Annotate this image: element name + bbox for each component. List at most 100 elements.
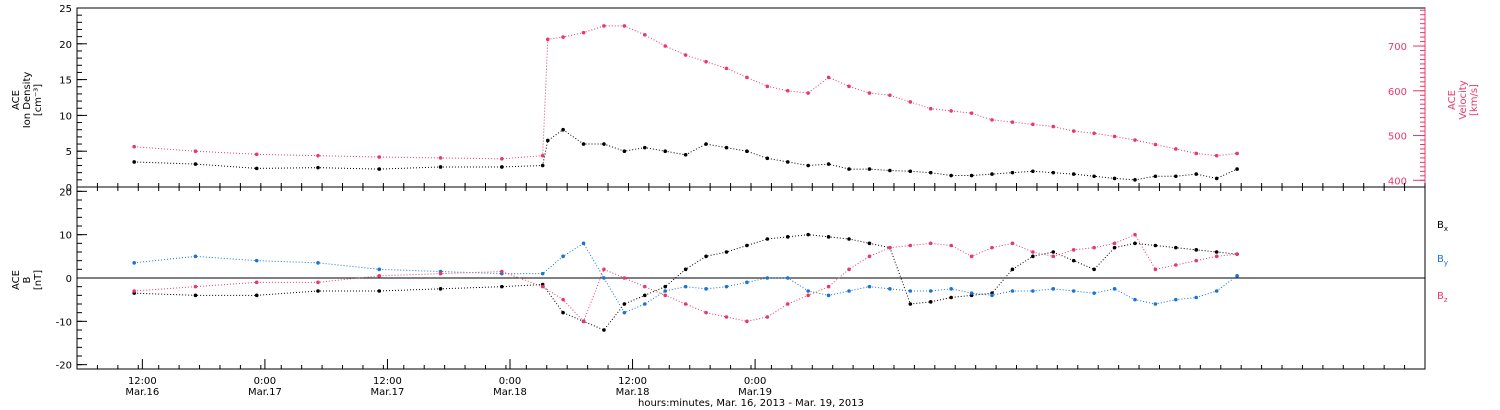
velocity-tick-label: 500 (1388, 132, 1407, 143)
bz-point (1194, 258, 1199, 263)
bz-point (724, 315, 729, 319)
bx-point (724, 250, 729, 254)
by-point (316, 261, 320, 265)
bz-point (193, 284, 198, 289)
density-point (377, 167, 382, 171)
density-point (704, 142, 708, 146)
bz-point (1133, 232, 1137, 237)
by-point (928, 289, 933, 293)
bz-point (438, 271, 443, 276)
x-tick-time: 12:00 (618, 376, 647, 387)
velocity-point (1112, 134, 1117, 139)
density-tick-label: 0 (66, 183, 72, 194)
bx-point (254, 293, 259, 298)
bx-point (1010, 267, 1015, 272)
velocity-point (500, 157, 504, 161)
b-axis-title: ACEB[nT] (11, 270, 44, 290)
legend-entry-x: Bx (1437, 220, 1448, 233)
velocity-point (1071, 129, 1076, 133)
density-point (316, 165, 320, 170)
velocity-point (683, 53, 688, 57)
velocity-point (1031, 122, 1035, 127)
bz-point (500, 269, 504, 274)
bz-point (1235, 252, 1239, 256)
density-tick-label: 25 (59, 4, 72, 15)
density-tick-label: 10 (59, 111, 72, 122)
bz-point (561, 297, 565, 302)
bz-point (1092, 245, 1096, 250)
bx-point (377, 289, 382, 293)
x-tick-date: Mar.18 (493, 387, 527, 398)
bx-point (683, 267, 688, 272)
b-tick-label: 0 (66, 274, 72, 285)
density-point (765, 156, 770, 161)
x-tick-time: 0:00 (254, 376, 276, 387)
density-point (847, 167, 851, 171)
velocity-tick-label: 700 (1388, 42, 1407, 53)
density-point (193, 162, 198, 166)
velocity-point (969, 111, 974, 115)
bz-point-trace (134, 234, 1238, 323)
density-tick-label: 15 (59, 76, 72, 87)
bx-point (806, 232, 810, 237)
velocity-point (602, 24, 606, 28)
by-point (949, 287, 953, 291)
bx-point (1051, 250, 1056, 254)
bz-point (1112, 241, 1117, 246)
by-point (683, 284, 688, 289)
density-point (724, 145, 729, 150)
velocity-point (254, 152, 259, 157)
b-tick-label: -10 (56, 317, 72, 328)
density-point (908, 169, 913, 174)
by-point (1071, 289, 1076, 293)
x-tick-time: 0:00 (744, 376, 766, 387)
by-point (1092, 291, 1096, 295)
bz-point (745, 319, 749, 324)
x-tick-time: 12:00 (373, 376, 402, 387)
by-point (969, 291, 974, 295)
density-point (806, 163, 810, 168)
velocity-tick-label: 400 (1388, 176, 1407, 187)
by-point (193, 254, 198, 259)
density-point (1214, 176, 1219, 181)
by-point (377, 267, 382, 272)
density-axis-title: ACEIon Density[cm⁻³] (11, 72, 44, 129)
velocity-point (888, 93, 892, 98)
x-tick-date: Mar.17 (371, 387, 405, 398)
bx-point (765, 237, 770, 241)
density-point-trace (134, 129, 1238, 181)
density-point (1153, 174, 1158, 179)
x-tick-date: Mar.17 (248, 387, 282, 398)
bz-point (949, 243, 953, 248)
density-velocity-panel: 0 5 10 15 20 25 400 500 600 700 ACEIon Density[cm⁻… (11, 4, 1480, 194)
bx-point (1174, 245, 1178, 250)
bx-point (193, 293, 198, 298)
velocity-point (377, 155, 382, 159)
density-point (745, 149, 749, 153)
bx-point (1092, 267, 1096, 272)
velocity-point (826, 75, 831, 80)
bz-point (1214, 254, 1219, 259)
bx-point (908, 302, 913, 306)
by-point (704, 287, 708, 291)
velocity-point (1010, 120, 1015, 124)
density-tick-label: 5 (66, 147, 72, 158)
velocity-point (316, 153, 320, 158)
by-point (561, 254, 565, 259)
bx-point (500, 284, 504, 289)
density-point (1194, 172, 1199, 176)
density-point (1051, 170, 1056, 175)
velocity-point (1051, 124, 1056, 129)
bx-point (745, 243, 749, 248)
bx-point (928, 300, 933, 304)
velocity-point-trace (134, 25, 1238, 160)
bz-point (254, 280, 259, 285)
density-point (622, 149, 627, 153)
velocity-tick-label: 600 (1388, 87, 1407, 98)
by-point (724, 284, 729, 289)
bz-point (1174, 263, 1178, 267)
density-point (949, 173, 953, 178)
by-point (1051, 287, 1056, 291)
bx-point (949, 295, 953, 300)
